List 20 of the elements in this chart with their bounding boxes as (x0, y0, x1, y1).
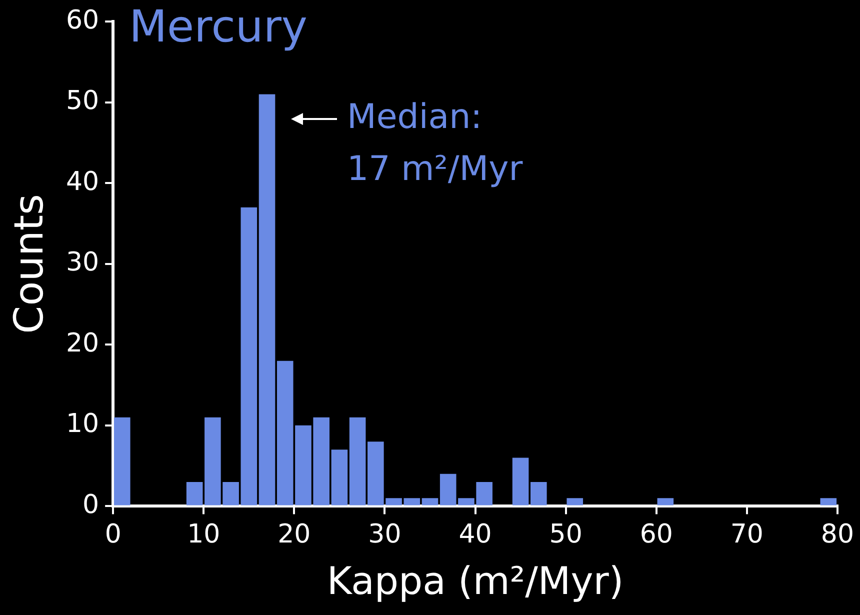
x-axis-title: Kappa (m²/Myr) (326, 559, 624, 604)
y-tick-label: 50 (66, 86, 100, 116)
x-tick-label: 40 (458, 520, 492, 550)
y-tick-label: 20 (66, 328, 100, 358)
x-tick-label: 10 (187, 520, 220, 550)
y-tick-label: 0 (82, 490, 100, 520)
y-tick-label: 60 (66, 5, 100, 36)
y-tick-label: 40 (66, 166, 100, 197)
y-tick-label: 10 (66, 409, 100, 440)
chart-title: Mercury (129, 1, 308, 52)
x-tick-label: 20 (278, 520, 311, 550)
y-axis-title: Counts (6, 194, 52, 334)
x-tick-label: 30 (368, 520, 402, 550)
annotation: Median: 17 m²/Myr (347, 97, 523, 190)
y-tick-label: 30 (66, 248, 100, 278)
x-tick-label: 80 (820, 520, 854, 550)
x-tick-label: 60 (640, 520, 673, 550)
x-tick-label: 0 (104, 520, 122, 550)
x-tick-label: 70 (730, 520, 764, 550)
x-tick-label: 50 (549, 520, 582, 550)
